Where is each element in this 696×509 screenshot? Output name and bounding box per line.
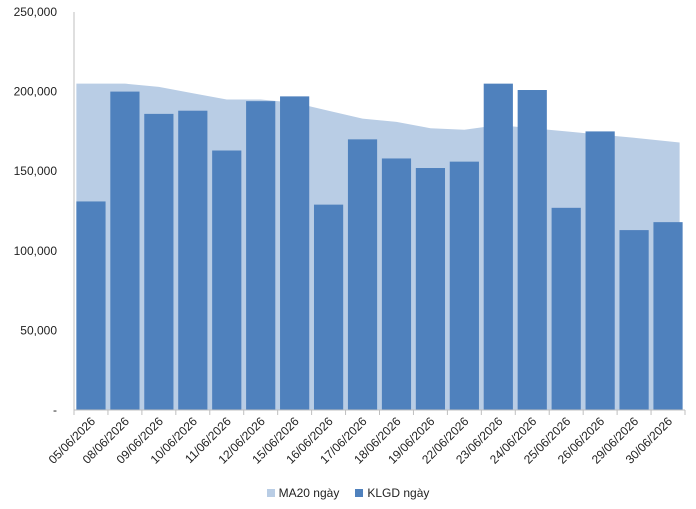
y-tick-label: - [53,403,57,417]
volume-bar [415,168,446,410]
y-tick-label: 250,000 [14,5,58,19]
legend-label-ma20: MA20 ngày [278,486,340,500]
y-tick-label: 150,000 [14,164,58,178]
legend-swatch-ma20 [266,489,275,497]
volume-bar [178,110,208,410]
volume-bar-layer [76,83,683,411]
chart-legend: MA20 ngày KLGD ngày [0,486,696,500]
legend-item-ma20: MA20 ngày [266,486,340,500]
volume-bar [483,83,513,410]
volume-bar [280,96,310,410]
legend-item-klgd: KLGD ngày [355,486,429,500]
legend-swatch-klgd [355,489,364,497]
y-tick-label: 100,000 [14,244,58,258]
volume-bar [551,207,581,410]
volume-bar [212,150,242,410]
volume-bar [449,161,479,410]
volume-bar [619,230,649,410]
volume-bar [313,204,344,410]
y-tick-labels: - 50,000 100,000 150,000 200,000 250,000 [14,5,58,417]
volume-bar [585,131,615,410]
volume-bar [517,90,547,411]
volume-bar [110,91,140,410]
y-tick-label: 200,000 [14,85,58,99]
volume-bar [246,101,276,410]
x-tick-labels: 05/06/202608/06/202609/06/202610/06/2026… [46,414,676,467]
volume-bar [347,139,378,411]
volume-bar [381,158,412,410]
volume-bar [653,222,683,410]
legend-label-klgd: KLGD ngày [367,486,430,500]
volume-bar [76,201,106,410]
y-tick-label: 50,000 [20,323,57,337]
axis-layer [73,12,686,415]
volume-bar [144,113,174,410]
